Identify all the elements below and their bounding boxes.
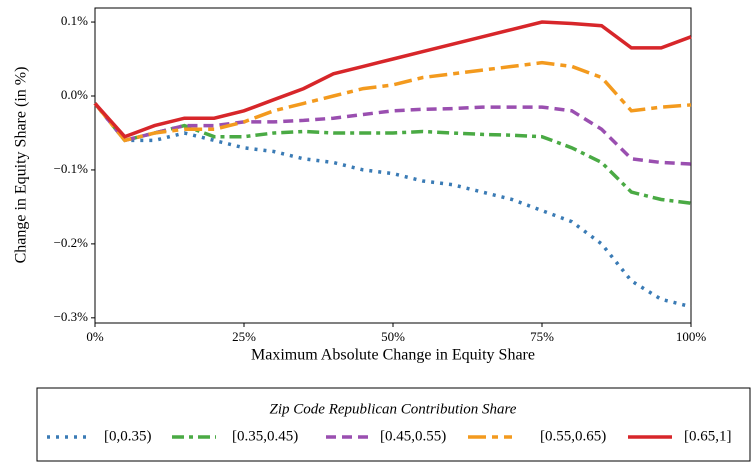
legend-label: [0,0.35) — [104, 428, 152, 444]
x-tick-label: 0% — [86, 329, 104, 344]
x-tick-label: 100% — [676, 329, 707, 344]
series-line — [93, 102, 692, 166]
legend-label: [0.35,0.45) — [232, 428, 298, 444]
y-tick-label: −0.1% — [54, 161, 89, 176]
y-tick-label: 0.0% — [61, 87, 88, 102]
series-line — [93, 102, 692, 205]
y-tick-label: 0.1% — [61, 13, 88, 28]
y-tick-label: −0.3% — [54, 309, 89, 324]
series-line — [93, 102, 692, 309]
legend-label: [0.45,0.55) — [380, 428, 446, 444]
x-tick-label: 50% — [381, 329, 405, 344]
x-axis-label: Maximum Absolute Change in Equity Share — [251, 347, 535, 364]
legend-title: Zip Code Republican Contribution Share — [270, 401, 517, 417]
y-tick-label: −0.2% — [54, 235, 89, 250]
x-tick-label: 75% — [530, 329, 554, 344]
plot-frame — [94, 7, 692, 324]
legend-label: [0.65,1] — [684, 428, 732, 444]
y-axis-label: Change in Equity Share (in %) — [13, 67, 30, 264]
series-line — [93, 60, 692, 143]
legend-label: [0.55,0.65) — [540, 428, 606, 444]
x-tick-label: 25% — [232, 329, 256, 344]
legend-box — [36, 387, 751, 462]
series-line — [93, 20, 692, 139]
